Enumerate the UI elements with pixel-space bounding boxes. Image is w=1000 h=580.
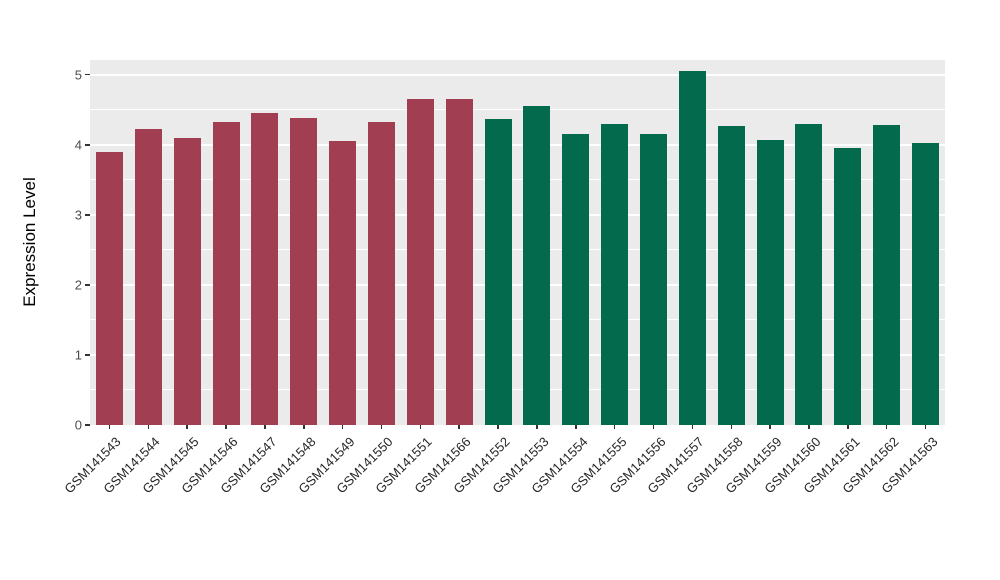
bar xyxy=(640,134,667,425)
bar xyxy=(368,122,395,425)
y-tick-mark xyxy=(85,214,90,216)
y-tick-mark xyxy=(85,144,90,146)
bar xyxy=(873,125,900,425)
y-tick-label: 4 xyxy=(74,137,82,153)
x-tick-mark xyxy=(303,425,305,429)
x-tick-mark xyxy=(536,425,538,429)
major-gridline xyxy=(90,353,945,356)
x-tick-mark xyxy=(885,425,888,429)
y-tick-mark xyxy=(85,284,90,286)
x-tick-mark xyxy=(730,425,732,429)
minor-gridline xyxy=(90,179,945,181)
x-tick-mark xyxy=(847,425,849,429)
bar xyxy=(96,151,123,425)
y-tick-label: 5 xyxy=(74,67,82,83)
x-tick-mark xyxy=(497,425,499,429)
bar xyxy=(718,125,745,425)
major-gridline xyxy=(90,73,945,76)
x-tick-mark xyxy=(380,425,383,429)
x-tick-mark xyxy=(924,425,927,429)
plot-area xyxy=(90,60,945,425)
y-tick-mark xyxy=(85,354,90,356)
major-gridline xyxy=(90,283,945,286)
bar xyxy=(795,124,822,425)
x-tick-mark xyxy=(769,425,771,429)
x-tick-mark xyxy=(575,425,577,429)
minor-gridline xyxy=(90,249,945,251)
bar xyxy=(135,128,162,425)
y-tick-label: 0 xyxy=(74,417,82,433)
x-tick-mark xyxy=(147,425,150,429)
bar xyxy=(329,141,356,425)
bar xyxy=(523,106,550,425)
y-tick-mark xyxy=(85,73,90,76)
x-axis-tick-labels: GSM141543 GSM141544 GSM141545 GSM141546 GSM1… xyxy=(62,425,945,575)
bar xyxy=(251,113,278,425)
bar xyxy=(174,137,201,425)
y-tick-mark xyxy=(85,424,90,426)
y-tick-label: 1 xyxy=(74,347,82,363)
x-tick-mark xyxy=(458,425,460,429)
x-tick-mark xyxy=(419,425,422,429)
x-tick-mark xyxy=(652,425,655,429)
bar xyxy=(407,99,434,425)
x-tick-mark xyxy=(108,425,111,429)
bar xyxy=(679,71,706,425)
bar xyxy=(213,121,240,425)
bar xyxy=(446,98,473,425)
x-tick-mark xyxy=(264,425,266,429)
major-gridline xyxy=(90,213,945,216)
x-tick-mark xyxy=(613,425,616,429)
bar xyxy=(912,143,939,425)
bar xyxy=(601,123,628,425)
x-tick-mark xyxy=(808,425,810,429)
bar xyxy=(757,139,784,425)
bar xyxy=(834,148,861,425)
bar xyxy=(485,118,512,425)
x-tick-mark xyxy=(341,425,344,429)
y-tick-label: 3 xyxy=(74,207,82,223)
major-gridline xyxy=(90,143,945,146)
bar xyxy=(562,133,589,425)
x-tick-mark xyxy=(186,425,188,429)
x-tick-mark xyxy=(225,425,227,429)
y-tick-label: 2 xyxy=(74,277,82,293)
x-tick-mark xyxy=(691,425,694,429)
minor-gridline xyxy=(90,319,945,321)
bar xyxy=(290,118,317,425)
y-axis-tick-labels: 0 1 2 3 4 5 xyxy=(0,60,82,432)
minor-gridline xyxy=(90,389,945,391)
minor-gridline xyxy=(90,109,945,111)
